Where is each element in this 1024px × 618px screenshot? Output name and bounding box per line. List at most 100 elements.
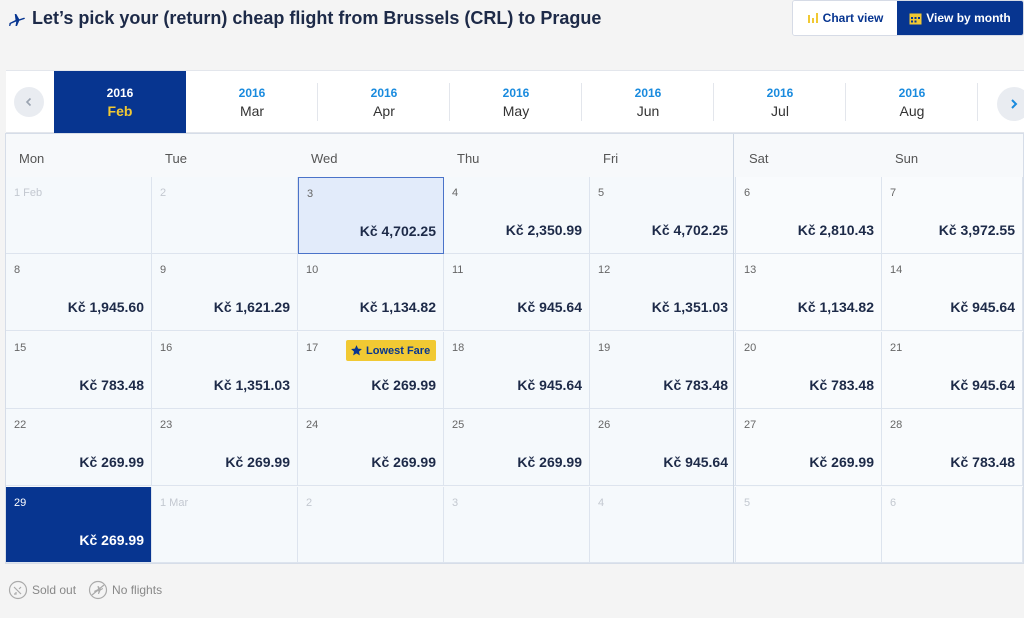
fare-price: Kč 269.99 <box>79 532 144 548</box>
calendar-day-cell[interactable]: 24 Kč 269.99 <box>298 409 444 486</box>
fare-price: Kč 269.99 <box>517 454 582 470</box>
legend: Sold out No flights <box>8 580 162 600</box>
day-number: 26 <box>598 419 611 431</box>
month-tab-year: 2016 <box>502 86 530 100</box>
calendar-day-cell[interactable]: 10 Kč 1,134.82 <box>298 254 444 331</box>
month-tab-month: Feb <box>107 103 133 119</box>
month-tab-jul[interactable]: 2016 Jul <box>714 71 846 134</box>
month-tab-year: 2016 <box>766 86 794 100</box>
calendar-day-cell: 1 Feb <box>6 177 152 254</box>
day-number: 25 <box>452 419 465 431</box>
fare-price: Kč 1,351.03 <box>213 377 290 393</box>
fare-price: Kč 945.64 <box>517 377 582 393</box>
weekday-header: Sat <box>749 151 769 166</box>
calendar-day-cell[interactable]: 16 Kč 1,351.03 <box>152 332 298 409</box>
day-number: 22 <box>14 419 27 431</box>
fare-price: Kč 3,972.55 <box>938 222 1015 238</box>
day-number: 3 <box>307 188 314 200</box>
sold-out-icon <box>8 580 28 600</box>
calendar-day-cell[interactable]: 26 Kč 945.64 <box>590 409 736 486</box>
month-tab-jun[interactable]: 2016 Jun <box>582 71 714 134</box>
day-number: 11 <box>452 264 464 276</box>
month-tab-divider <box>581 83 582 121</box>
month-tab-may[interactable]: 2016 May <box>450 71 582 134</box>
calendar-day-cell[interactable]: 12 Kč 1,351.03 <box>590 254 736 331</box>
no-flights-icon <box>88 580 108 600</box>
legend-no-flights: No flights <box>88 580 162 600</box>
calendar-day-cell[interactable]: 13 Kč 1,134.82 <box>736 254 882 331</box>
calendar-day-cell[interactable]: 5 Kč 4,702.25 <box>590 177 736 254</box>
calendar-day-cell[interactable]: 29 Kč 269.99 <box>6 487 152 563</box>
fare-price: Kč 2,810.43 <box>797 222 874 238</box>
calendar-day-cell[interactable]: 27 Kč 269.99 <box>736 409 882 486</box>
day-number: 21 <box>890 342 903 354</box>
calendar-day-cell[interactable]: 7 Kč 3,972.55 <box>882 177 1023 254</box>
fare-price: Kč 1,134.82 <box>359 299 436 315</box>
calendar-day-cell: 2 <box>152 177 298 254</box>
month-tab-year: 2016 <box>238 86 266 100</box>
month-tab-aug[interactable]: 2016 Aug <box>846 71 978 134</box>
fare-price: Kč 269.99 <box>371 377 436 393</box>
fare-price: Kč 1,621.29 <box>213 299 290 315</box>
month-tab-feb[interactable]: 2016 Feb <box>54 71 186 134</box>
day-number: 16 <box>160 342 173 354</box>
calendar-day-cell[interactable]: 14 Kč 945.64 <box>882 254 1023 331</box>
month-tab-month: Aug <box>899 103 925 119</box>
day-number: 20 <box>744 342 757 354</box>
day-number: 6 <box>890 497 897 509</box>
month-tab-month: Apr <box>373 103 395 119</box>
calendar-day-cell: 1 Mar <box>152 487 298 563</box>
weekday-header: Tue <box>165 151 187 166</box>
weekday-header: Fri <box>603 151 619 166</box>
month-view-button[interactable]: View by month <box>897 1 1023 35</box>
fare-price: Kč 4,702.25 <box>359 223 436 239</box>
chart-view-button[interactable]: Chart view <box>793 1 897 35</box>
calendar-day-cell[interactable]: 15 Kč 783.48 <box>6 332 152 409</box>
calendar-day-cell[interactable]: 22 Kč 269.99 <box>6 409 152 486</box>
calendar-day-cell: 5 <box>736 487 882 563</box>
fare-price: Kč 269.99 <box>79 454 144 470</box>
month-tab-divider <box>845 83 846 121</box>
fare-price: Kč 1,945.60 <box>67 299 144 315</box>
fare-price: Kč 945.64 <box>663 454 728 470</box>
calendar-day-cell[interactable]: 28 Kč 783.48 <box>882 409 1023 486</box>
day-number: 28 <box>890 419 903 431</box>
calendar-day-cell[interactable]: 19 Kč 783.48 <box>590 332 736 409</box>
day-number: 3 <box>452 497 459 509</box>
calendar-day-cell[interactable]: 11 Kč 945.64 <box>444 254 590 331</box>
fare-calendar: Mon Tue Wed Thu Fri Sat Sun 1 Feb 2 3 Kč 4,… <box>5 133 1024 564</box>
chart-view-label: Chart view <box>822 11 884 25</box>
calendar-day-cell[interactable]: 20 Kč 783.48 <box>736 332 882 409</box>
page-header: Let’s pick your (return) cheap flight fr… <box>0 0 1024 40</box>
month-tab-apr[interactable]: 2016 Apr <box>318 71 450 134</box>
calendar-day-cell[interactable]: 3 Kč 4,702.25 <box>298 177 444 254</box>
calendar-day-cell[interactable]: 23 Kč 269.99 <box>152 409 298 486</box>
day-number: 10 <box>306 264 319 276</box>
calendar-day-cell: 6 <box>882 487 1023 563</box>
calendar-day-cell[interactable]: 6 Kč 2,810.43 <box>736 177 882 254</box>
fare-price: Kč 783.48 <box>809 377 874 393</box>
month-tab-mar[interactable]: 2016 Mar <box>186 71 318 134</box>
previous-month-button[interactable] <box>14 87 44 117</box>
calendar-day-cell[interactable]: 21 Kč 945.64 <box>882 332 1023 409</box>
calendar-day-cell[interactable]: 9 Kč 1,621.29 <box>152 254 298 331</box>
legend-no-flights-label: No flights <box>112 583 163 597</box>
weekday-header: Wed <box>311 151 338 166</box>
month-tab-divider <box>977 83 978 121</box>
day-number: 5 <box>598 187 605 199</box>
day-number: 4 <box>598 497 605 509</box>
month-tab-divider <box>449 83 450 121</box>
month-view-label: View by month <box>926 11 1011 25</box>
calendar-icon <box>909 13 922 24</box>
fare-price: Kč 945.64 <box>950 299 1015 315</box>
calendar-day-cell[interactable]: 4 Kč 2,350.99 <box>444 177 590 254</box>
calendar-day-cell[interactable]: 17 Kč 269.99 Lowest Fare <box>298 332 444 409</box>
calendar-day-cell[interactable]: 25 Kč 269.99 <box>444 409 590 486</box>
weekday-header: Sun <box>895 151 919 166</box>
calendar-day-cell[interactable]: 8 Kč 1,945.60 <box>6 254 152 331</box>
calendar-day-cell[interactable]: 18 Kč 945.64 <box>444 332 590 409</box>
weekend-divider <box>733 134 734 563</box>
fare-price: Kč 4,702.25 <box>651 222 728 238</box>
day-number: 1 Mar <box>160 497 189 509</box>
next-month-button[interactable] <box>997 87 1024 121</box>
